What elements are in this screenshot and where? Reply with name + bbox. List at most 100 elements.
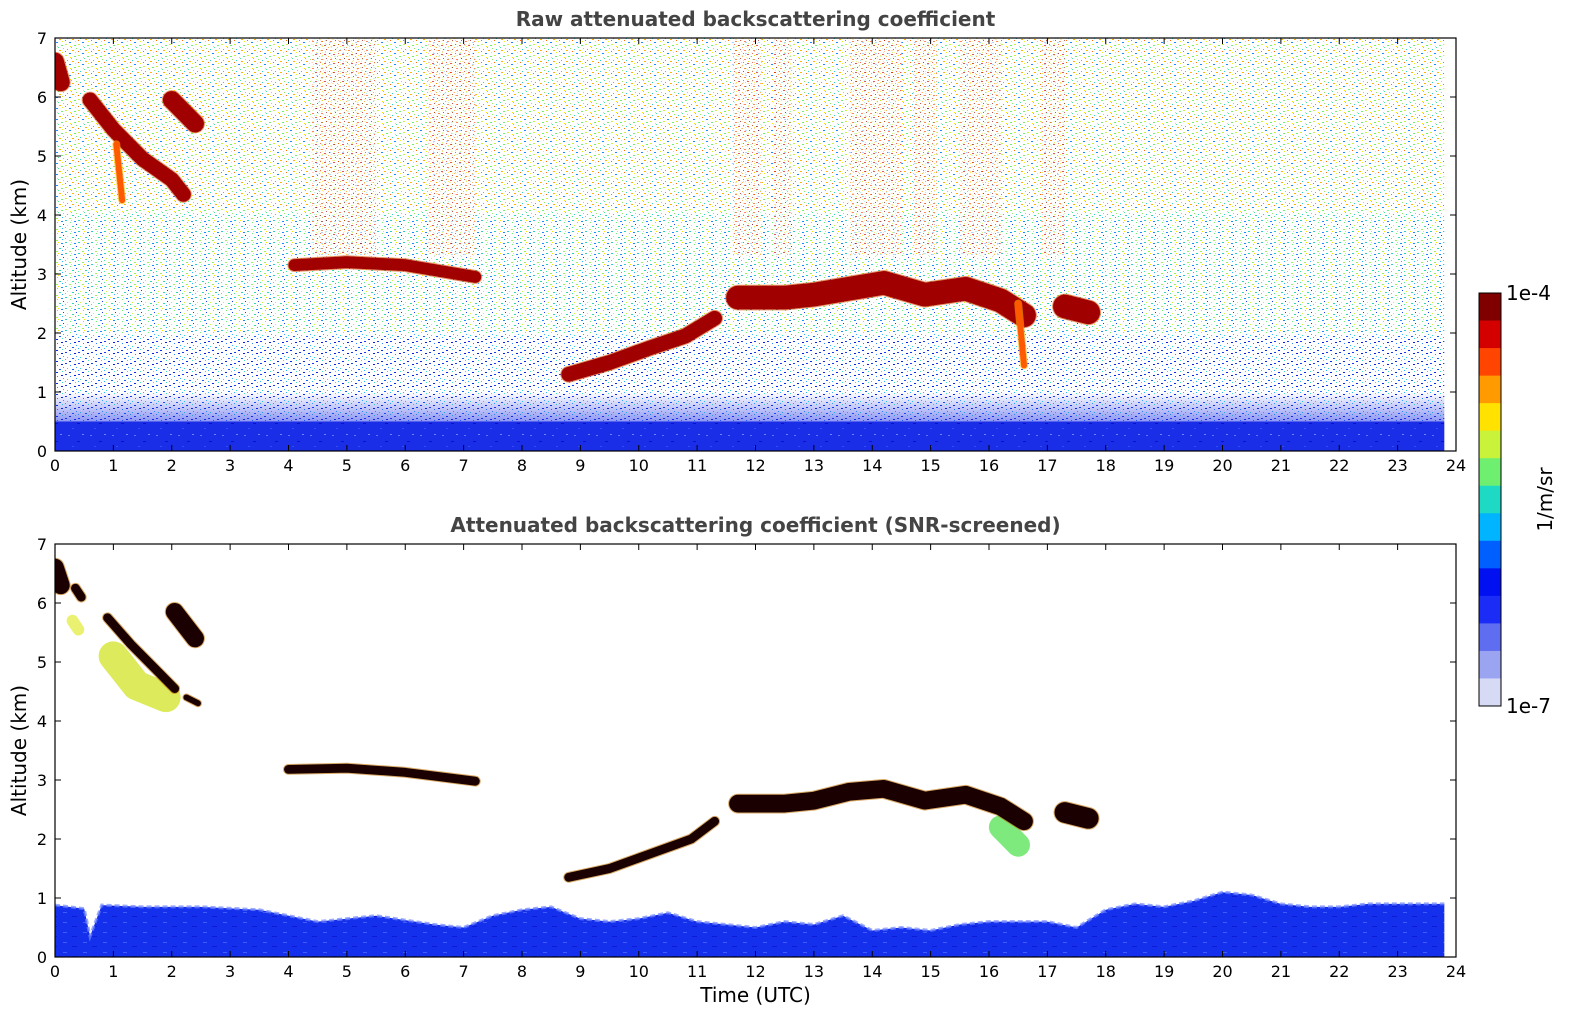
x-tick-label: 13 — [804, 456, 824, 475]
colorbar-gradient — [1479, 293, 1501, 707]
x-tick-label: 15 — [920, 962, 940, 981]
cloud-feature — [729, 779, 1033, 831]
noise-bands — [311, 38, 1065, 257]
y-axis-label: Altitude (km) — [7, 685, 31, 816]
y-tick-label: 5 — [37, 653, 47, 672]
x-tick-label: 4 — [283, 456, 293, 475]
x-tick-label: 1 — [108, 962, 118, 981]
cloud-feature — [1053, 294, 1101, 325]
x-tick-label: 5 — [342, 962, 352, 981]
x-tick-label: 10 — [629, 962, 649, 981]
y-tick-label: 4 — [37, 206, 47, 225]
raw-panel: 0 1 2 3 4 5 6 7 8 9 10 11 12 13 14 15 16 17 18 19 20 21 22 23 24… — [7, 7, 1466, 475]
y-tick-label: 1 — [37, 889, 47, 908]
noise-band — [732, 38, 762, 257]
x-tick-label: 24 — [1446, 962, 1466, 981]
x-tick-label: 12 — [745, 456, 765, 475]
x-tick-label: 22 — [1329, 456, 1349, 475]
x-tick-label: 21 — [1271, 456, 1291, 475]
x-tick-label: 9 — [575, 456, 585, 475]
y-tick-label: 0 — [37, 948, 47, 967]
y-tick-label: 7 — [37, 29, 47, 48]
x-tick-label: 13 — [804, 962, 824, 981]
y-tick-label: 6 — [37, 88, 47, 107]
colorbar-swatch — [1479, 595, 1501, 624]
colorbar-swatch — [1479, 485, 1501, 514]
x-tick-label: 11 — [687, 456, 707, 475]
noise-band — [959, 38, 1001, 257]
colorbar-max-label: 1e-4 — [1506, 281, 1551, 305]
x-tick-label: 15 — [920, 456, 940, 475]
x-tick-label: 23 — [1387, 456, 1407, 475]
cloud-feature — [284, 763, 480, 786]
noise-band — [1041, 38, 1065, 257]
cloud-feature — [165, 602, 204, 648]
fill-feature — [98, 641, 181, 713]
boundary-layer — [55, 890, 1445, 957]
x-tick-label: 14 — [862, 962, 882, 981]
y-axis-label: Altitude (km) — [7, 179, 31, 310]
y-tick-label: 6 — [37, 594, 47, 613]
cloud-features — [55, 51, 1102, 383]
x-tick-label: 0 — [50, 962, 60, 981]
y-tick-label: 7 — [37, 535, 47, 554]
boundary-layer-fill — [55, 892, 1445, 957]
x-tick-label: 16 — [979, 962, 999, 981]
colorbar-swatch — [1479, 678, 1501, 707]
x-tick-label: 6 — [400, 962, 410, 981]
colorbar-swatch — [1479, 348, 1501, 377]
x-tick-label: 19 — [1154, 962, 1174, 981]
x-tick-label: 23 — [1387, 962, 1407, 981]
x-tick-label: 11 — [687, 962, 707, 981]
cloud-feature — [564, 816, 720, 882]
x-tick-label: 1 — [108, 456, 118, 475]
y-tick-label: 2 — [37, 324, 47, 343]
colorbar-swatch — [1479, 375, 1501, 404]
y-tick-label: 4 — [37, 712, 47, 731]
colorbar: 1e-4 1e-7 1/m/sr — [1478, 281, 1557, 718]
cloud-feature — [726, 271, 1036, 328]
x-tick-label: 19 — [1154, 456, 1174, 475]
x-ticks: 0 1 2 3 4 5 6 7 8 9 10 11 12 13 14 15 16 17 18 19 20 21 22 23 24 — [50, 38, 1466, 475]
x-tick-label: 2 — [167, 962, 177, 981]
cloud-feature — [82, 92, 191, 202]
noise-band — [428, 38, 476, 257]
x-tick-label: 17 — [1037, 962, 1057, 981]
fill-features — [66, 614, 1030, 857]
x-tick-label: 8 — [517, 456, 527, 475]
x-tick-label: 3 — [225, 962, 235, 981]
screened-panel: 0 1 2 3 4 5 6 7 8 9 10 11 12 13 14 15 16 17 18 19 20 21 22 23 24… — [7, 513, 1466, 1007]
y-tick-label: 3 — [37, 771, 47, 790]
x-tick-label: 10 — [629, 456, 649, 475]
colorbar-swatch — [1479, 293, 1501, 322]
x-tick-label: 8 — [517, 962, 527, 981]
noise-band — [311, 38, 377, 257]
x-tick-label: 0 — [50, 456, 60, 475]
noise-band — [848, 38, 902, 257]
x-tick-label: 18 — [1096, 962, 1116, 981]
colorbar-swatch — [1479, 458, 1501, 487]
x-tick-label: 21 — [1271, 962, 1291, 981]
colorbar-label: 1/m/sr — [1533, 467, 1557, 532]
noise-band — [773, 38, 791, 257]
x-tick-label: 2 — [167, 456, 177, 475]
x-tick-label: 3 — [225, 456, 235, 475]
x-tick-label: 24 — [1446, 456, 1466, 475]
x-tick-label: 20 — [1212, 456, 1232, 475]
x-axis-label: Time (UTC) — [699, 983, 811, 1007]
colorbar-swatch — [1479, 403, 1501, 432]
colorbar-swatch — [1479, 430, 1501, 459]
cloud-feature — [1015, 300, 1027, 369]
x-tick-label: 9 — [575, 962, 585, 981]
x-tick-label: 7 — [459, 456, 469, 475]
y-ticks: 0 1 2 3 4 5 6 7 — [37, 535, 1456, 967]
cloud-feature — [183, 694, 201, 707]
noise-gradient — [55, 392, 1445, 422]
x-tick-label: 12 — [745, 962, 765, 981]
x-tick-label: 14 — [862, 456, 882, 475]
cloud-feature — [162, 91, 204, 133]
x-tick-label: 20 — [1212, 962, 1232, 981]
cloud-feature — [288, 256, 482, 283]
fill-feature — [988, 815, 1030, 857]
